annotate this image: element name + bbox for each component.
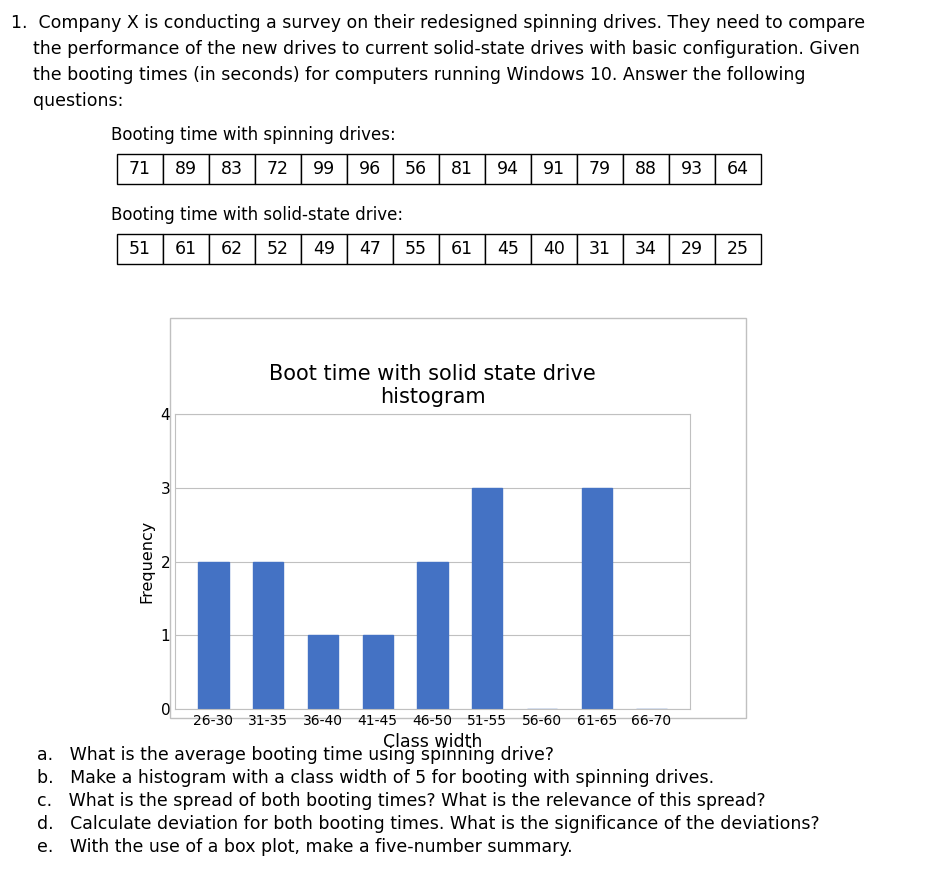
- Bar: [253, 561, 283, 709]
- X-axis label: Class width: Class width: [383, 733, 482, 752]
- Text: the booting times (in seconds) for computers running Windows 10. Answer the foll: the booting times (in seconds) for compu…: [11, 66, 806, 84]
- Text: Booting time with spinning drives:: Booting time with spinning drives:: [111, 126, 396, 144]
- Text: 55: 55: [405, 240, 427, 258]
- Text: 96: 96: [359, 160, 381, 178]
- Text: 64: 64: [727, 160, 749, 178]
- Y-axis label: Frequency: Frequency: [140, 520, 154, 603]
- Text: 88: 88: [635, 160, 657, 178]
- Text: 83: 83: [221, 160, 243, 178]
- Text: 47: 47: [359, 240, 381, 258]
- Text: d.   Calculate deviation for both booting times. What is the significance of the: d. Calculate deviation for both booting …: [37, 815, 820, 833]
- Text: 31: 31: [589, 240, 611, 258]
- Text: 56: 56: [405, 160, 427, 178]
- Bar: [308, 635, 338, 709]
- Text: 61: 61: [451, 240, 473, 258]
- Title: Boot time with solid state drive
histogram: Boot time with solid state drive histogr…: [269, 364, 596, 407]
- Text: the performance of the new drives to current solid-state drives with basic confi: the performance of the new drives to cur…: [11, 40, 860, 58]
- Bar: [198, 561, 228, 709]
- Text: Booting time with solid-state drive:: Booting time with solid-state drive:: [111, 206, 403, 224]
- Text: 71: 71: [129, 160, 151, 178]
- Text: c.   What is the spread of both booting times? What is the relevance of this spr: c. What is the spread of both booting ti…: [37, 792, 766, 810]
- Text: 1.  Company X is conducting a survey on their redesigned spinning drives. They n: 1. Company X is conducting a survey on t…: [11, 14, 865, 32]
- Text: 91: 91: [543, 160, 565, 178]
- Text: 61: 61: [175, 240, 197, 258]
- Text: 79: 79: [589, 160, 611, 178]
- Text: 89: 89: [175, 160, 197, 178]
- Text: 81: 81: [451, 160, 473, 178]
- Text: 40: 40: [543, 240, 565, 258]
- Text: 51: 51: [129, 240, 151, 258]
- Text: 99: 99: [313, 160, 335, 178]
- Text: 93: 93: [681, 160, 703, 178]
- Bar: [582, 488, 611, 709]
- Text: questions:: questions:: [11, 92, 123, 110]
- Text: e.   With the use of a box plot, make a five-number summary.: e. With the use of a box plot, make a fi…: [37, 838, 573, 856]
- Text: 45: 45: [497, 240, 519, 258]
- Text: a.   What is the average booting time using spinning drive?: a. What is the average booting time usin…: [37, 746, 554, 764]
- Text: 62: 62: [221, 240, 243, 258]
- Bar: [363, 635, 393, 709]
- Bar: [417, 561, 448, 709]
- Text: 52: 52: [267, 240, 289, 258]
- Text: 34: 34: [635, 240, 657, 258]
- Text: 29: 29: [681, 240, 703, 258]
- Text: 94: 94: [497, 160, 519, 178]
- Text: b.   Make a histogram with a class width of 5 for booting with spinning drives.: b. Make a histogram with a class width o…: [37, 769, 714, 787]
- Bar: [472, 488, 502, 709]
- Text: 49: 49: [313, 240, 335, 258]
- Text: 72: 72: [267, 160, 289, 178]
- Text: 25: 25: [727, 240, 749, 258]
